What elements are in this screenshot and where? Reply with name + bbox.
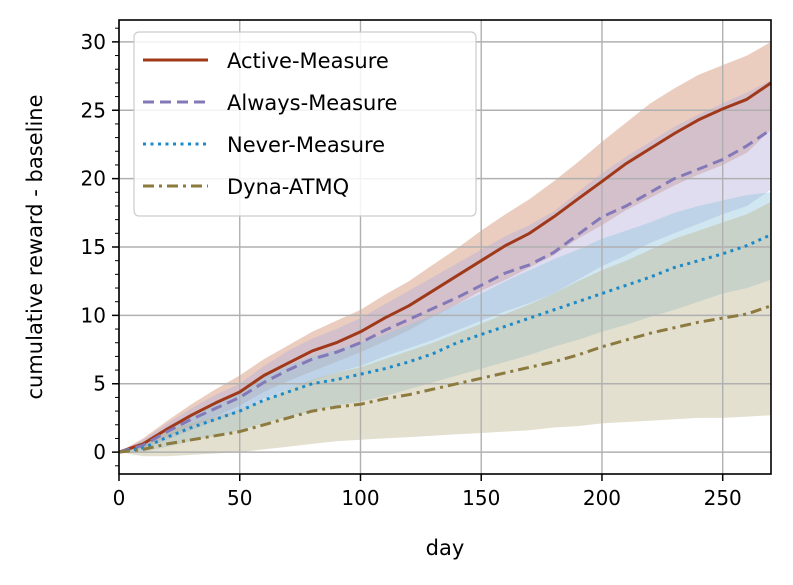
series-line-always-measure (118, 128, 772, 454)
legend-box (133, 31, 477, 217)
band-never-measure (119, 192, 771, 453)
y-tick-label: 30 (81, 30, 106, 54)
x-tick-label: 100 (341, 486, 379, 510)
legend-label-active-measure: Active-Measure (227, 49, 389, 73)
series-line-active-measure (118, 81, 772, 454)
series-line-never-measure (118, 233, 772, 454)
y-tick-label: 5 (93, 372, 106, 396)
legend-label-never-measure: Never-Measure (227, 133, 385, 157)
legend-label-dyna-atmq: Dyna-ATMQ (227, 175, 349, 199)
y-axis: 0 5 10 15 20 25 30 (81, 27, 119, 467)
y-tick-label: 15 (81, 235, 106, 259)
y-tick-label: 10 (81, 303, 106, 327)
x-axis-label: day (426, 536, 465, 560)
x-tick-label: 250 (704, 486, 742, 510)
series-lines (118, 81, 772, 454)
y-axis-label: cumulative reward - baseline (23, 94, 47, 399)
y-tick-label: 0 (93, 440, 106, 464)
band-always-measure (119, 80, 771, 453)
legend: Active-Measure Always-Measure Never-Measur… (133, 31, 477, 217)
y-tick-label: 20 (81, 167, 106, 191)
legend-label-always-measure: Always-Measure (227, 91, 397, 115)
band-active-measure (119, 41, 771, 453)
x-tick-label: 50 (227, 486, 252, 510)
x-tick-label: 0 (113, 486, 126, 510)
x-tick-label: 150 (462, 486, 500, 510)
series-line-dyna-atmq (118, 304, 772, 454)
x-axis: 0 50 100 150 200 250 (113, 474, 742, 510)
y-tick-label: 25 (81, 98, 106, 122)
x-tick-label: 200 (583, 486, 621, 510)
